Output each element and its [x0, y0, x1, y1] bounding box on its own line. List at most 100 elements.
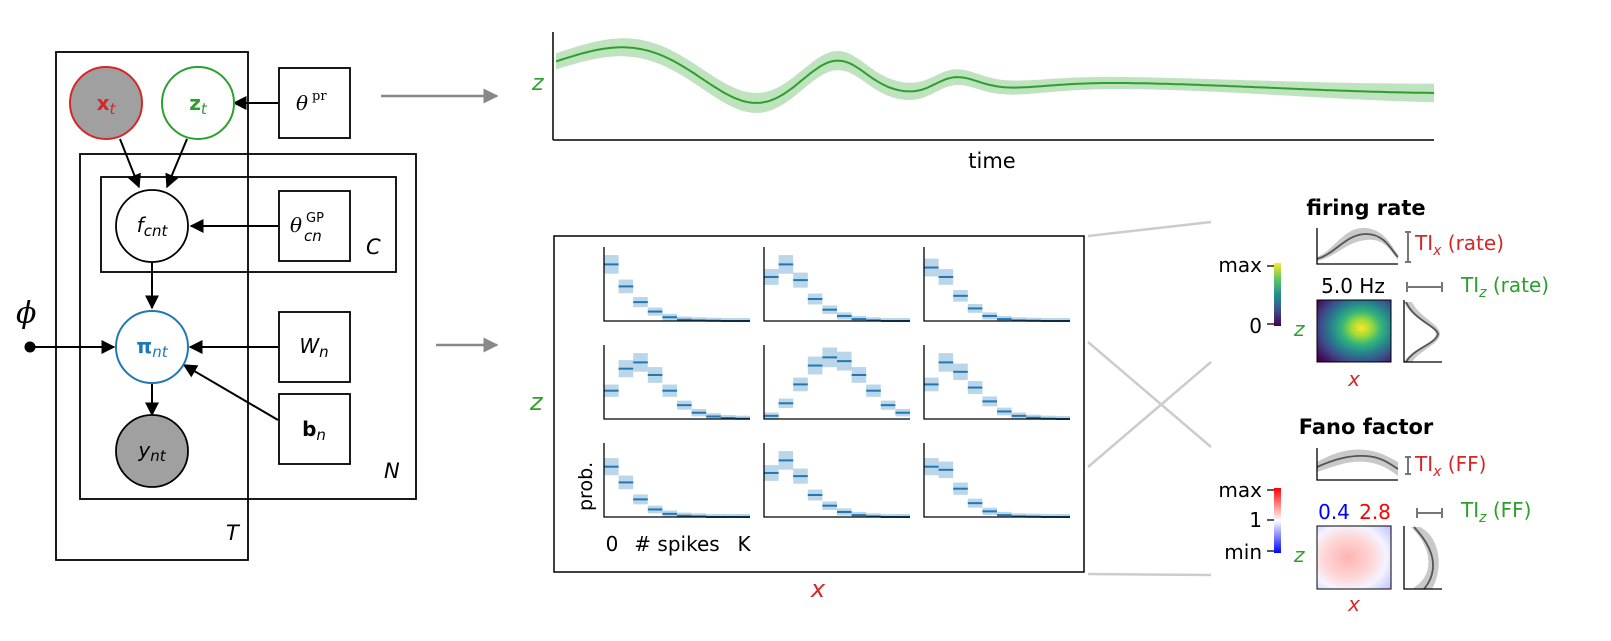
- firing-rate-ti-z-label: TIz (rate): [1460, 273, 1549, 301]
- histogram-cell-axes: [603, 247, 750, 322]
- param-W: Wn: [278, 311, 351, 383]
- svg-text:θ: θ: [290, 213, 302, 237]
- fano-factor-tuning-x-band: [1317, 449, 1398, 476]
- plate-C: [100, 176, 397, 273]
- histogram-cell-axes: [763, 443, 910, 518]
- histogram-bin-band: [720, 414, 736, 419]
- fano-factor-tuning-z: [1413, 526, 1434, 590]
- node-y: ynt: [115, 414, 189, 488]
- firing-rate-map: [1316, 299, 1392, 363]
- histogram-cell: [763, 247, 910, 322]
- histogram-bin-band: [895, 318, 910, 321]
- firing-rate-map-xlabel: x: [1347, 367, 1360, 391]
- fano-factor-tuning-z-axes: [1403, 526, 1442, 590]
- firing-rate-ti-x-bracket: [1405, 231, 1411, 263]
- firing-rate-colorbar-min: 0: [1249, 314, 1262, 338]
- histogram-bin-band: [735, 514, 750, 517]
- firing-rate-colorbar-max: max: [1218, 253, 1262, 277]
- firing-rate-map-ylabel: z: [1293, 317, 1305, 341]
- edge-x-to-f: [119, 138, 141, 189]
- firing-rate-tuning-z-axes: [1403, 300, 1442, 363]
- histogram-cell: [603, 443, 750, 518]
- histogram-cell: [603, 345, 750, 420]
- histogram-frame: [553, 235, 1085, 573]
- fano-factor-map-label-high: 2.8: [1359, 500, 1391, 524]
- fano-factor-map-label-low: 0.4: [1318, 500, 1350, 524]
- histogram-bin-band: [1011, 513, 1027, 517]
- plate-N: [79, 153, 417, 500]
- histogram-tick-zero: 0: [606, 532, 619, 556]
- param-theta-gp: θ GP cn: [278, 190, 351, 262]
- plate-N-label: N: [384, 459, 400, 483]
- histogram-cell: [923, 345, 1070, 420]
- histogram-bin-band: [1055, 318, 1070, 321]
- fano-factor-map: [1316, 525, 1392, 590]
- fano-factor-map-ylabel: z: [1293, 543, 1305, 567]
- histogram-cell: [763, 443, 910, 518]
- histogram-cell: [603, 247, 750, 322]
- plate-T-label: T: [226, 521, 241, 545]
- svg-text:ynt: ynt: [137, 438, 166, 465]
- histogram-cell-axes: [603, 345, 750, 420]
- histogram-tick-K: K: [737, 532, 751, 556]
- histogram-grid: [603, 247, 1070, 518]
- firing-rate-ti-z-bracket: [1406, 282, 1443, 292]
- firing-rate-title: firing rate: [1306, 196, 1425, 220]
- histogram-bin-band: [706, 317, 721, 321]
- svg-text:cn: cn: [304, 227, 322, 245]
- svg-text:bn: bn: [302, 417, 326, 444]
- phi-dot: [24, 341, 36, 353]
- fano-factor-tuning-x: [1316, 454, 1399, 470]
- histogram-bin-band: [880, 514, 896, 517]
- histogram-bin-band: [1055, 514, 1070, 517]
- histogram-cell: [923, 247, 1070, 322]
- latent-panel: z time: [531, 32, 1435, 173]
- histogram-cell: [923, 443, 1070, 518]
- firing-rate-tuning-z: [1405, 301, 1439, 363]
- firing-rate-colorbar: [1274, 263, 1281, 326]
- histogram-bin-band: [720, 514, 736, 517]
- phi-label: ϕ: [16, 296, 36, 331]
- histogram-bin-band: [866, 513, 881, 517]
- histogram-bin-band: [1040, 318, 1056, 321]
- histogram-bin-band: [1026, 317, 1041, 321]
- histogram-bin-band: [1011, 317, 1027, 321]
- svg-text:xt: xt: [97, 91, 117, 118]
- histogram-inner-ylabel: prob.: [575, 462, 597, 511]
- node-z: zt: [161, 66, 235, 140]
- histogram-bin-band: [691, 317, 707, 321]
- svg-text:θpr: θ pr: [296, 89, 327, 115]
- firing-rate-tuning-x-band: [1317, 227, 1398, 261]
- fano-factor-title: Fano factor: [1299, 415, 1434, 439]
- histogram-cell-axes: [923, 443, 1070, 518]
- fano-factor-map-xlabel: x: [1347, 592, 1360, 616]
- latent-xlabel: time: [968, 149, 1015, 173]
- firing-rate-map-label: 5.0 Hz: [1321, 274, 1385, 298]
- node-x: xt: [69, 66, 143, 140]
- firing-rate-ti-x-label: TIx (rate): [1414, 231, 1504, 259]
- histogram-bin-band: [720, 318, 736, 321]
- edge-z-to-f: [165, 138, 188, 189]
- node-f: fcnt: [115, 189, 189, 263]
- histogram-bin-band: [880, 318, 896, 321]
- histogram-cell-axes: [763, 345, 910, 420]
- histogram-ylabel: z: [529, 388, 544, 416]
- latent-mean: [555, 46, 1435, 104]
- firing-rate-tuning-x: [1316, 233, 1399, 260]
- svg-text:zt: zt: [189, 91, 208, 118]
- histogram-cell: [763, 345, 910, 420]
- histogram-bin-band: [735, 415, 750, 419]
- svg-text:GP: GP: [306, 211, 324, 226]
- histogram-bin-band: [735, 318, 750, 321]
- histogram-cell-axes: [763, 247, 910, 322]
- histogram-bin-band: [1026, 513, 1041, 517]
- histogram-cell-axes: [923, 345, 1070, 420]
- fano-factor-ti-x-label: TIx (FF): [1414, 452, 1486, 480]
- graphical-model: T N C ϕ xt zt fcnt: [16, 51, 417, 561]
- histogram-cell-axes: [603, 443, 750, 518]
- node-pi: πnt: [115, 310, 189, 384]
- svg-text:πnt: πnt: [136, 334, 168, 361]
- edge-b-to-pi: [182, 364, 279, 421]
- param-theta-pr: θ pr: [278, 67, 351, 139]
